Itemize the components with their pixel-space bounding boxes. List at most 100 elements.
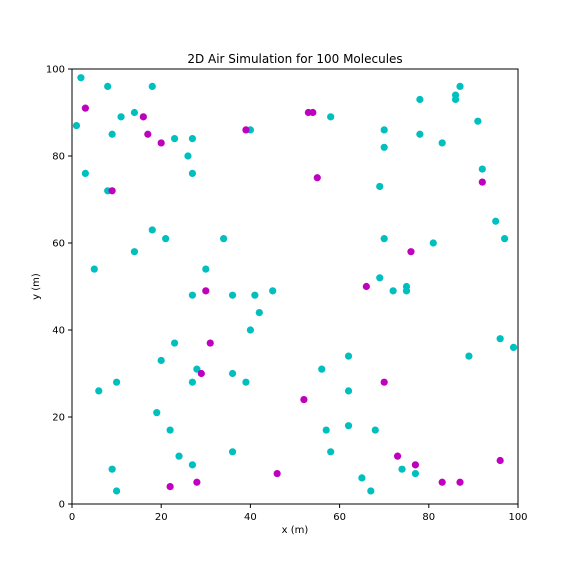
data-point-cyan	[202, 265, 210, 273]
data-point-cyan	[157, 356, 165, 365]
x-axis-label: x (m)	[282, 525, 309, 536]
data-point-magenta	[197, 369, 205, 378]
data-point-cyan	[108, 130, 116, 138]
data-point-cyan	[113, 378, 121, 386]
data-point-magenta	[496, 456, 504, 465]
data-point-cyan	[242, 378, 250, 386]
data-point-cyan	[175, 452, 183, 460]
data-point-magenta	[108, 187, 116, 195]
data-point-cyan	[193, 365, 201, 373]
data-point-cyan	[251, 291, 259, 299]
x-tick-label: 40	[244, 512, 257, 523]
data-point-cyan	[130, 108, 139, 117]
data-point-cyan	[438, 139, 446, 147]
data-point-magenta	[166, 483, 174, 491]
data-point-cyan	[228, 369, 237, 378]
data-point-cyan	[402, 287, 411, 295]
data-point-magenta	[193, 478, 201, 486]
y-tick-label: 20	[52, 413, 65, 424]
x-tick-label: 60	[333, 512, 346, 523]
data-point-magenta	[242, 126, 250, 134]
data-point-cyan	[228, 448, 237, 456]
data-point-cyan	[255, 309, 263, 317]
y-axis-label: y (m)	[31, 273, 42, 300]
data-point-cyan	[327, 448, 335, 456]
y-axis: 0 20 40 60 80 100	[46, 65, 72, 511]
data-point-magenta	[380, 378, 388, 386]
data-point-cyan	[117, 113, 125, 121]
plot-frame	[71, 68, 519, 505]
data-point-cyan	[184, 152, 192, 160]
y-tick-label: 0	[59, 500, 65, 511]
data-point-cyan	[81, 169, 89, 177]
data-point-cyan	[188, 135, 197, 143]
data-point-cyan	[77, 74, 85, 82]
data-point-cyan	[367, 487, 375, 495]
data-point-cyan	[188, 291, 197, 299]
x-tick-label: 80	[422, 512, 435, 523]
data-point-cyan	[416, 130, 424, 138]
data-point-cyan	[376, 182, 384, 191]
x-axis: 0 20 40 60 80 100	[69, 504, 528, 523]
data-point-cyan	[501, 235, 509, 243]
data-point-magenta	[206, 339, 214, 347]
data-point-cyan	[474, 117, 482, 125]
y-tick-label: 80	[52, 152, 65, 163]
data-point-magenta	[309, 108, 317, 117]
data-point-cyan	[451, 95, 460, 104]
data-point-cyan	[188, 378, 197, 386]
data-point-magenta	[300, 396, 308, 404]
data-point-cyan	[398, 465, 406, 473]
data-point-cyan	[344, 422, 353, 430]
x-tick-label: 0	[69, 512, 75, 523]
data-point-cyan	[380, 126, 388, 134]
data-point-cyan	[456, 82, 464, 90]
data-point-cyan	[371, 426, 379, 434]
data-point-magenta	[202, 287, 210, 295]
x-tick-label: 100	[508, 512, 527, 523]
data-point-cyan	[344, 387, 353, 395]
data-point-cyan	[492, 217, 500, 225]
data-point-cyan	[358, 474, 366, 482]
data-point-cyan	[478, 165, 486, 173]
data-point-cyan	[389, 287, 397, 295]
data-point-magenta	[157, 139, 165, 147]
data-point-cyan	[246, 326, 254, 334]
data-point-cyan	[108, 465, 116, 473]
data-point-cyan	[72, 121, 81, 130]
data-point-cyan	[130, 248, 139, 256]
y-tick-label: 60	[52, 239, 65, 250]
data-point-magenta	[313, 174, 321, 182]
data-point-cyan	[496, 335, 504, 343]
data-point-cyan	[269, 287, 277, 295]
data-point-magenta	[411, 461, 420, 469]
data-point-cyan	[465, 352, 473, 360]
data-point-magenta	[144, 130, 152, 138]
data-point-cyan	[228, 291, 237, 299]
data-point-cyan	[429, 239, 437, 247]
data-point-cyan	[380, 235, 388, 243]
data-point-cyan	[90, 265, 98, 273]
data-point-cyan	[170, 339, 179, 347]
data-point-magenta	[81, 104, 89, 112]
data-point-cyan	[113, 487, 121, 495]
data-point-magenta	[456, 478, 464, 486]
data-point-cyan	[162, 235, 170, 243]
data-point-magenta	[478, 178, 486, 186]
data-point-magenta	[273, 469, 281, 478]
chart-title: 2D Air Simulation for 100 Molecules	[187, 52, 402, 66]
data-point-magenta	[438, 478, 446, 486]
data-point-cyan	[148, 82, 156, 90]
data-point-cyan	[509, 343, 518, 351]
data-point-cyan	[416, 95, 424, 104]
data-point-magenta	[393, 452, 402, 460]
plot-area	[72, 69, 518, 504]
data-point-cyan	[327, 113, 335, 121]
x-tick-label: 20	[155, 512, 168, 523]
data-point-cyan	[344, 352, 353, 360]
data-point-cyan	[376, 274, 384, 282]
data-point-cyan	[411, 469, 420, 478]
data-point-cyan	[380, 143, 388, 151]
data-point-cyan	[153, 409, 161, 417]
data-point-cyan	[322, 426, 330, 434]
